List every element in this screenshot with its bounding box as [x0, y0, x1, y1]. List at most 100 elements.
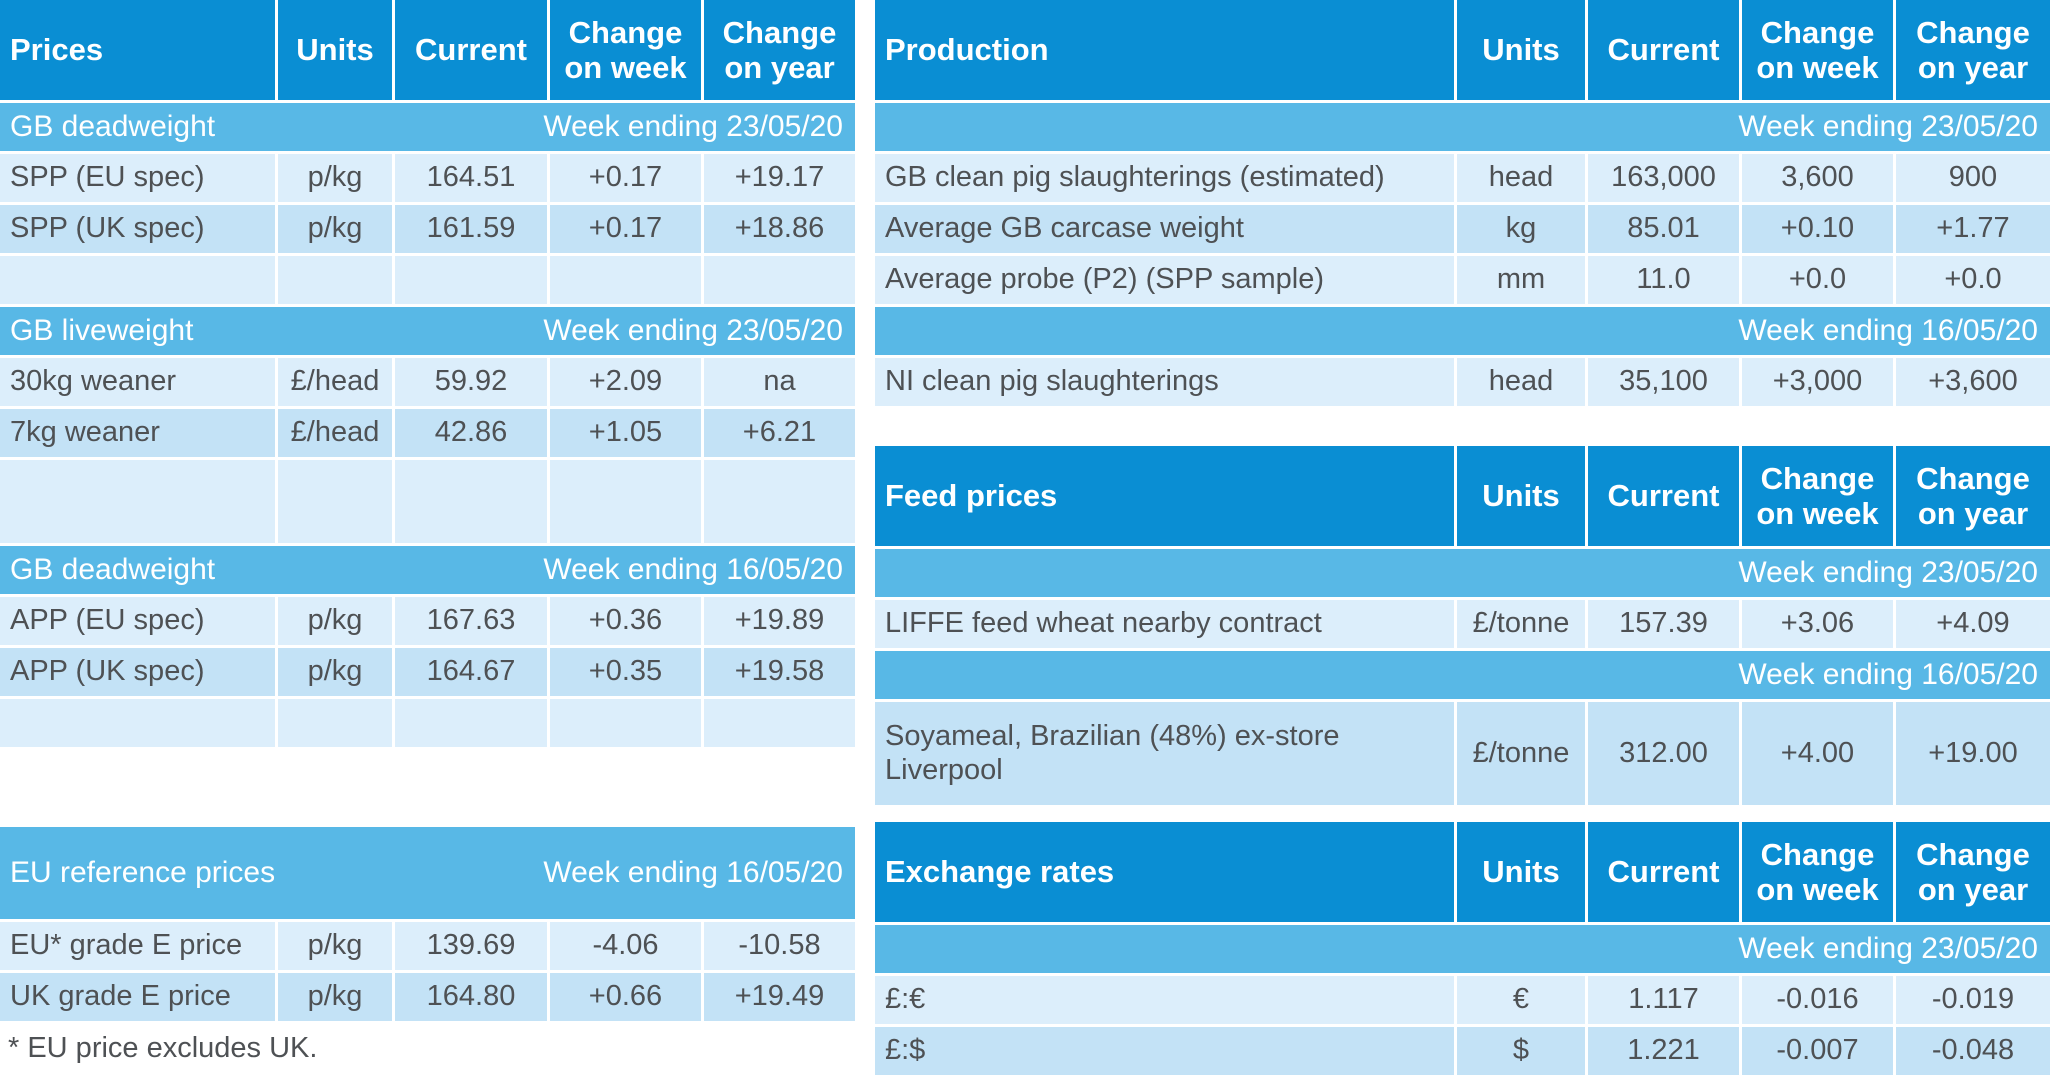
- week-ending-label: Week ending 23/05/20: [1738, 556, 2038, 589]
- cell-units: p/kg: [278, 597, 392, 645]
- section-label: EU reference prices: [10, 856, 276, 889]
- blank-cell: [278, 699, 392, 747]
- section-band: GB deadweight Week ending 16/05/20: [0, 546, 855, 594]
- column-header-units: Units: [1457, 822, 1585, 922]
- cell-change-year: +19.89: [704, 597, 855, 645]
- cell-current: 35,100: [1588, 358, 1739, 406]
- cell-change-week: +4.00: [1742, 702, 1893, 805]
- cell-current: 167.63: [395, 597, 547, 645]
- cell-change-week: -0.007: [1742, 1027, 1893, 1075]
- column-header-prices: Prices: [0, 0, 275, 100]
- cell-change-week: +0.10: [1742, 205, 1893, 253]
- cell-current: 11.0: [1588, 256, 1739, 304]
- cell-current: 157.39: [1588, 600, 1739, 648]
- production-table: Production Units Current Change on week …: [875, 0, 2050, 406]
- row-label: Average probe (P2) (SPP sample): [875, 256, 1454, 304]
- column-header-production: Production: [875, 0, 1454, 100]
- column-header-units: Units: [1457, 0, 1585, 100]
- cell-current: 161.59: [395, 205, 547, 253]
- cell-units: p/kg: [278, 154, 392, 202]
- feed-prices-table: Feed prices Units Current Change on week…: [875, 446, 2050, 805]
- cell-change-year: -10.58: [704, 922, 855, 970]
- blank-cell: [704, 460, 855, 543]
- cell-current: 163,000: [1588, 154, 1739, 202]
- row-label: £:$: [875, 1027, 1454, 1075]
- cell-change-year: +19.49: [704, 973, 855, 1021]
- cell-current: 59.92: [395, 358, 547, 406]
- cell-units: £/tonne: [1457, 702, 1585, 805]
- column-header-feed-prices: Feed prices: [875, 446, 1454, 546]
- cell-change-week: +0.17: [550, 154, 701, 202]
- cell-change-week: +3,000: [1742, 358, 1893, 406]
- cell-change-year: 900: [1896, 154, 2050, 202]
- left-column: Prices Units Current Change on week Chan…: [0, 0, 855, 1074]
- cell-current: 164.51: [395, 154, 547, 202]
- cell-change-year: -0.048: [1896, 1027, 2050, 1075]
- column-header-units: Units: [278, 0, 392, 100]
- cell-change-week: +0.36: [550, 597, 701, 645]
- blank-cell: [0, 256, 275, 304]
- cell-change-year: +6.21: [704, 409, 855, 457]
- column-header-change-week: Change on week: [550, 0, 701, 100]
- blank-cell: [704, 699, 855, 747]
- week-ending-label: Week ending 23/05/20: [1738, 110, 2038, 143]
- column-header-change-year: Change on year: [1896, 0, 2050, 100]
- prices-table: Prices Units Current Change on week Chan…: [0, 0, 855, 747]
- row-label: NI clean pig slaughterings: [875, 358, 1454, 406]
- row-label: Soyameal, Brazilian (48%) ex-store Liver…: [875, 702, 1454, 805]
- column-header-change-year: Change on year: [1896, 822, 2050, 922]
- cell-units: mm: [1457, 256, 1585, 304]
- blank-cell: [395, 256, 547, 304]
- column-header-exchange-rates: Exchange rates: [875, 822, 1454, 922]
- column-header-change-year: Change on year: [1896, 446, 2050, 546]
- section-label: GB deadweight: [10, 553, 216, 586]
- eu-reference-table: EU reference prices Week ending 16/05/20…: [0, 827, 855, 1021]
- row-label: £:€: [875, 976, 1454, 1024]
- cell-units: £/head: [278, 409, 392, 457]
- section-band: GB liveweight Week ending 23/05/20: [0, 307, 855, 355]
- cell-units: p/kg: [278, 648, 392, 696]
- blank-cell: [550, 460, 701, 543]
- cell-units: £/head: [278, 358, 392, 406]
- cell-current: 164.67: [395, 648, 547, 696]
- cell-units: head: [1457, 358, 1585, 406]
- cell-change-week: +0.0: [1742, 256, 1893, 304]
- section-band: Week ending 23/05/20: [875, 549, 2050, 597]
- week-ending-label: Week ending 16/05/20: [543, 856, 843, 889]
- cell-change-week: +1.05: [550, 409, 701, 457]
- blank-cell: [278, 460, 392, 543]
- cell-change-week: 3,600: [1742, 154, 1893, 202]
- section-band: Week ending 23/05/20: [875, 925, 2050, 973]
- cell-change-year: na: [704, 358, 855, 406]
- cell-change-year: +19.58: [704, 648, 855, 696]
- cell-units: p/kg: [278, 205, 392, 253]
- cell-current: 164.80: [395, 973, 547, 1021]
- row-label: Average GB carcase weight: [875, 205, 1454, 253]
- week-ending-label: Week ending 16/05/20: [1738, 658, 2038, 691]
- column-header-current: Current: [1588, 0, 1739, 100]
- row-label: EU* grade E price: [0, 922, 275, 970]
- cell-units: $: [1457, 1027, 1585, 1075]
- row-label: APP (EU spec): [0, 597, 275, 645]
- cell-change-year: +4.09: [1896, 600, 2050, 648]
- cell-current: 312.00: [1588, 702, 1739, 805]
- cell-current: 1.117: [1588, 976, 1739, 1024]
- section-label: GB liveweight: [10, 314, 194, 347]
- cell-change-year: +19.17: [704, 154, 855, 202]
- row-label: LIFFE feed wheat nearby contract: [875, 600, 1454, 648]
- cell-current: 42.86: [395, 409, 547, 457]
- cell-current: 139.69: [395, 922, 547, 970]
- section-band: GB deadweight Week ending 23/05/20: [0, 103, 855, 151]
- column-header-change-week: Change on week: [1742, 446, 1893, 546]
- section-band: Week ending 23/05/20: [875, 103, 2050, 151]
- blank-cell: [704, 256, 855, 304]
- blank-cell: [395, 699, 547, 747]
- column-header-change-week: Change on week: [1742, 822, 1893, 922]
- row-label: UK grade E price: [0, 973, 275, 1021]
- cell-current: 1.221: [1588, 1027, 1739, 1075]
- blank-cell: [0, 699, 275, 747]
- cell-units: p/kg: [278, 973, 392, 1021]
- column-header-change-year: Change on year: [704, 0, 855, 100]
- cell-current: 85.01: [1588, 205, 1739, 253]
- row-label: 30kg weaner: [0, 358, 275, 406]
